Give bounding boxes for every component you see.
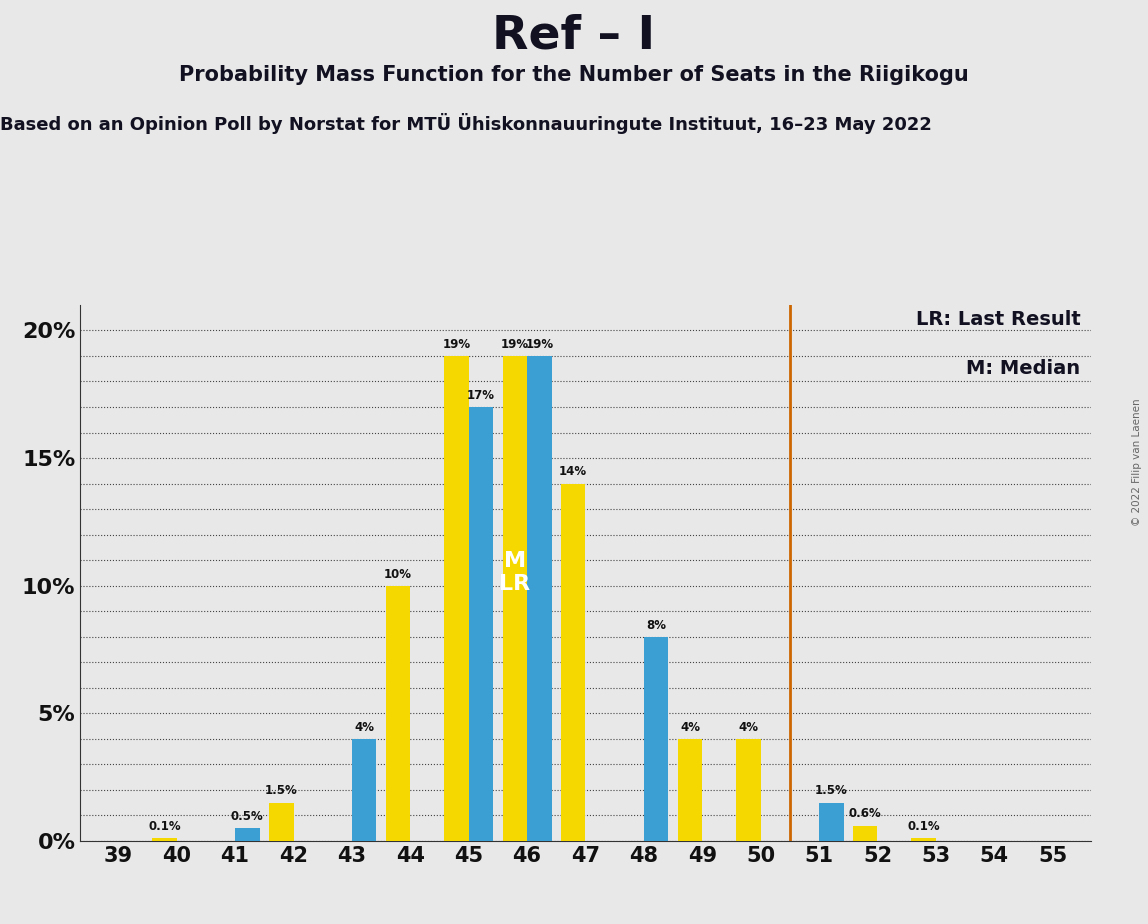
Text: 1.5%: 1.5%	[815, 784, 847, 797]
Text: M: Median: M: Median	[967, 359, 1080, 378]
Bar	[153, 838, 177, 841]
Text: 0.1%: 0.1%	[148, 821, 180, 833]
Bar	[235, 828, 259, 841]
Bar	[503, 356, 527, 841]
Text: 19%: 19%	[526, 338, 553, 351]
Bar	[444, 356, 468, 841]
Text: 4%: 4%	[680, 721, 700, 734]
Bar	[386, 586, 410, 841]
Text: 8%: 8%	[646, 618, 666, 632]
Text: M
LR: M LR	[499, 552, 530, 594]
Text: 14%: 14%	[559, 466, 588, 479]
Text: 17%: 17%	[467, 389, 495, 402]
Bar	[853, 825, 877, 841]
Text: 4%: 4%	[738, 721, 759, 734]
Text: 10%: 10%	[385, 567, 412, 580]
Text: LR: Last Result: LR: Last Result	[916, 310, 1080, 329]
Text: 1.5%: 1.5%	[265, 784, 297, 797]
Text: Probability Mass Function for the Number of Seats in the Riigikogu: Probability Mass Function for the Number…	[179, 65, 969, 85]
Bar	[561, 483, 585, 841]
Bar	[819, 803, 844, 841]
Bar	[468, 407, 494, 841]
Text: 0.6%: 0.6%	[848, 808, 882, 821]
Bar	[736, 739, 761, 841]
Text: © 2022 Filip van Laenen: © 2022 Filip van Laenen	[1132, 398, 1142, 526]
Bar	[352, 739, 377, 841]
Text: 4%: 4%	[355, 721, 374, 734]
Text: 0.5%: 0.5%	[231, 810, 264, 823]
Text: 0.1%: 0.1%	[907, 821, 940, 833]
Text: Based on an Opinion Poll by Norstat for MTÜ Ühiskonnauuringute Instituut, 16–23 : Based on an Opinion Poll by Norstat for …	[0, 113, 932, 134]
Bar	[269, 803, 294, 841]
Bar	[677, 739, 703, 841]
Text: 19%: 19%	[442, 338, 471, 351]
Bar	[912, 838, 936, 841]
Text: 19%: 19%	[501, 338, 529, 351]
Bar	[527, 356, 551, 841]
Text: Ref – I: Ref – I	[492, 14, 656, 59]
Bar	[644, 637, 668, 841]
